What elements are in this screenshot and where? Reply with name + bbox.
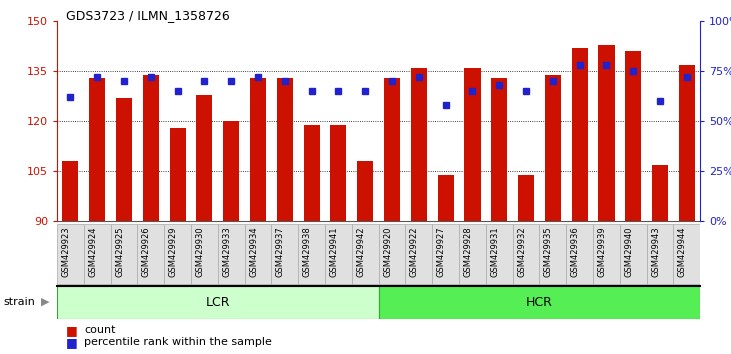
Bar — [647, 224, 673, 284]
Text: GSM429925: GSM429925 — [115, 226, 124, 276]
Text: GSM429933: GSM429933 — [222, 226, 231, 277]
Text: GSM429920: GSM429920 — [383, 226, 392, 276]
Bar — [218, 224, 245, 284]
Text: GSM429928: GSM429928 — [463, 226, 472, 277]
Text: GSM429922: GSM429922 — [410, 226, 419, 276]
Bar — [223, 121, 239, 221]
Text: ■: ■ — [66, 336, 77, 349]
Text: GSM429938: GSM429938 — [303, 226, 311, 277]
Text: GSM429941: GSM429941 — [330, 226, 338, 276]
Text: GSM429937: GSM429937 — [276, 226, 285, 277]
Text: GSM429942: GSM429942 — [356, 226, 366, 276]
Text: GSM429931: GSM429931 — [491, 226, 499, 277]
Text: strain: strain — [4, 297, 36, 307]
Bar — [250, 78, 266, 221]
Bar — [411, 68, 427, 221]
Text: GSM429939: GSM429939 — [597, 226, 607, 277]
Bar — [673, 224, 700, 284]
Text: GSM429924: GSM429924 — [88, 226, 97, 276]
Bar — [57, 224, 84, 284]
Bar — [298, 224, 325, 284]
Text: ▶: ▶ — [41, 297, 50, 307]
Bar — [679, 64, 695, 221]
Bar — [57, 286, 379, 319]
Bar — [197, 95, 213, 221]
Bar — [137, 224, 164, 284]
Bar — [379, 224, 406, 284]
Text: GSM429944: GSM429944 — [678, 226, 687, 276]
Bar — [459, 224, 486, 284]
Text: LCR: LCR — [205, 296, 230, 309]
Text: GSM429926: GSM429926 — [142, 226, 151, 277]
Bar — [271, 224, 298, 284]
Bar — [567, 224, 593, 284]
Bar — [572, 48, 588, 221]
Bar — [518, 175, 534, 221]
Bar — [325, 224, 352, 284]
Text: GSM429932: GSM429932 — [517, 226, 526, 277]
Bar — [191, 224, 218, 284]
Text: GSM429934: GSM429934 — [249, 226, 258, 277]
Bar — [277, 78, 293, 221]
Bar — [62, 161, 78, 221]
Bar — [486, 224, 512, 284]
Bar — [143, 75, 159, 221]
Text: GSM429940: GSM429940 — [624, 226, 633, 276]
Bar — [620, 224, 647, 284]
Bar — [357, 161, 374, 221]
Bar — [116, 98, 132, 221]
Bar — [110, 224, 137, 284]
Bar — [245, 224, 271, 284]
Text: HCR: HCR — [526, 296, 553, 309]
Bar — [303, 125, 319, 221]
Bar — [406, 224, 432, 284]
Bar — [384, 78, 400, 221]
Bar — [432, 224, 459, 284]
Bar — [545, 75, 561, 221]
Bar — [170, 128, 186, 221]
Text: GSM429930: GSM429930 — [195, 226, 205, 277]
Bar — [438, 175, 454, 221]
Text: GDS3723 / ILMN_1358726: GDS3723 / ILMN_1358726 — [66, 9, 230, 22]
Text: percentile rank within the sample: percentile rank within the sample — [84, 337, 272, 347]
Bar — [625, 51, 641, 221]
Text: ■: ■ — [66, 324, 77, 337]
Text: GSM429923: GSM429923 — [61, 226, 70, 277]
Bar — [593, 224, 620, 284]
Text: count: count — [84, 325, 115, 335]
Bar — [512, 224, 539, 284]
Bar — [89, 78, 105, 221]
Bar — [330, 125, 346, 221]
Bar — [652, 165, 668, 221]
Bar — [379, 286, 700, 319]
Text: GSM429929: GSM429929 — [169, 226, 178, 276]
Bar — [164, 224, 191, 284]
Bar — [539, 224, 567, 284]
Bar — [464, 68, 480, 221]
Text: GSM429943: GSM429943 — [651, 226, 660, 277]
Bar — [352, 224, 379, 284]
Bar — [599, 45, 615, 221]
Text: GSM429936: GSM429936 — [571, 226, 580, 277]
Bar — [84, 224, 110, 284]
Text: GSM429927: GSM429927 — [436, 226, 446, 277]
Text: GSM429935: GSM429935 — [544, 226, 553, 277]
Bar — [491, 78, 507, 221]
